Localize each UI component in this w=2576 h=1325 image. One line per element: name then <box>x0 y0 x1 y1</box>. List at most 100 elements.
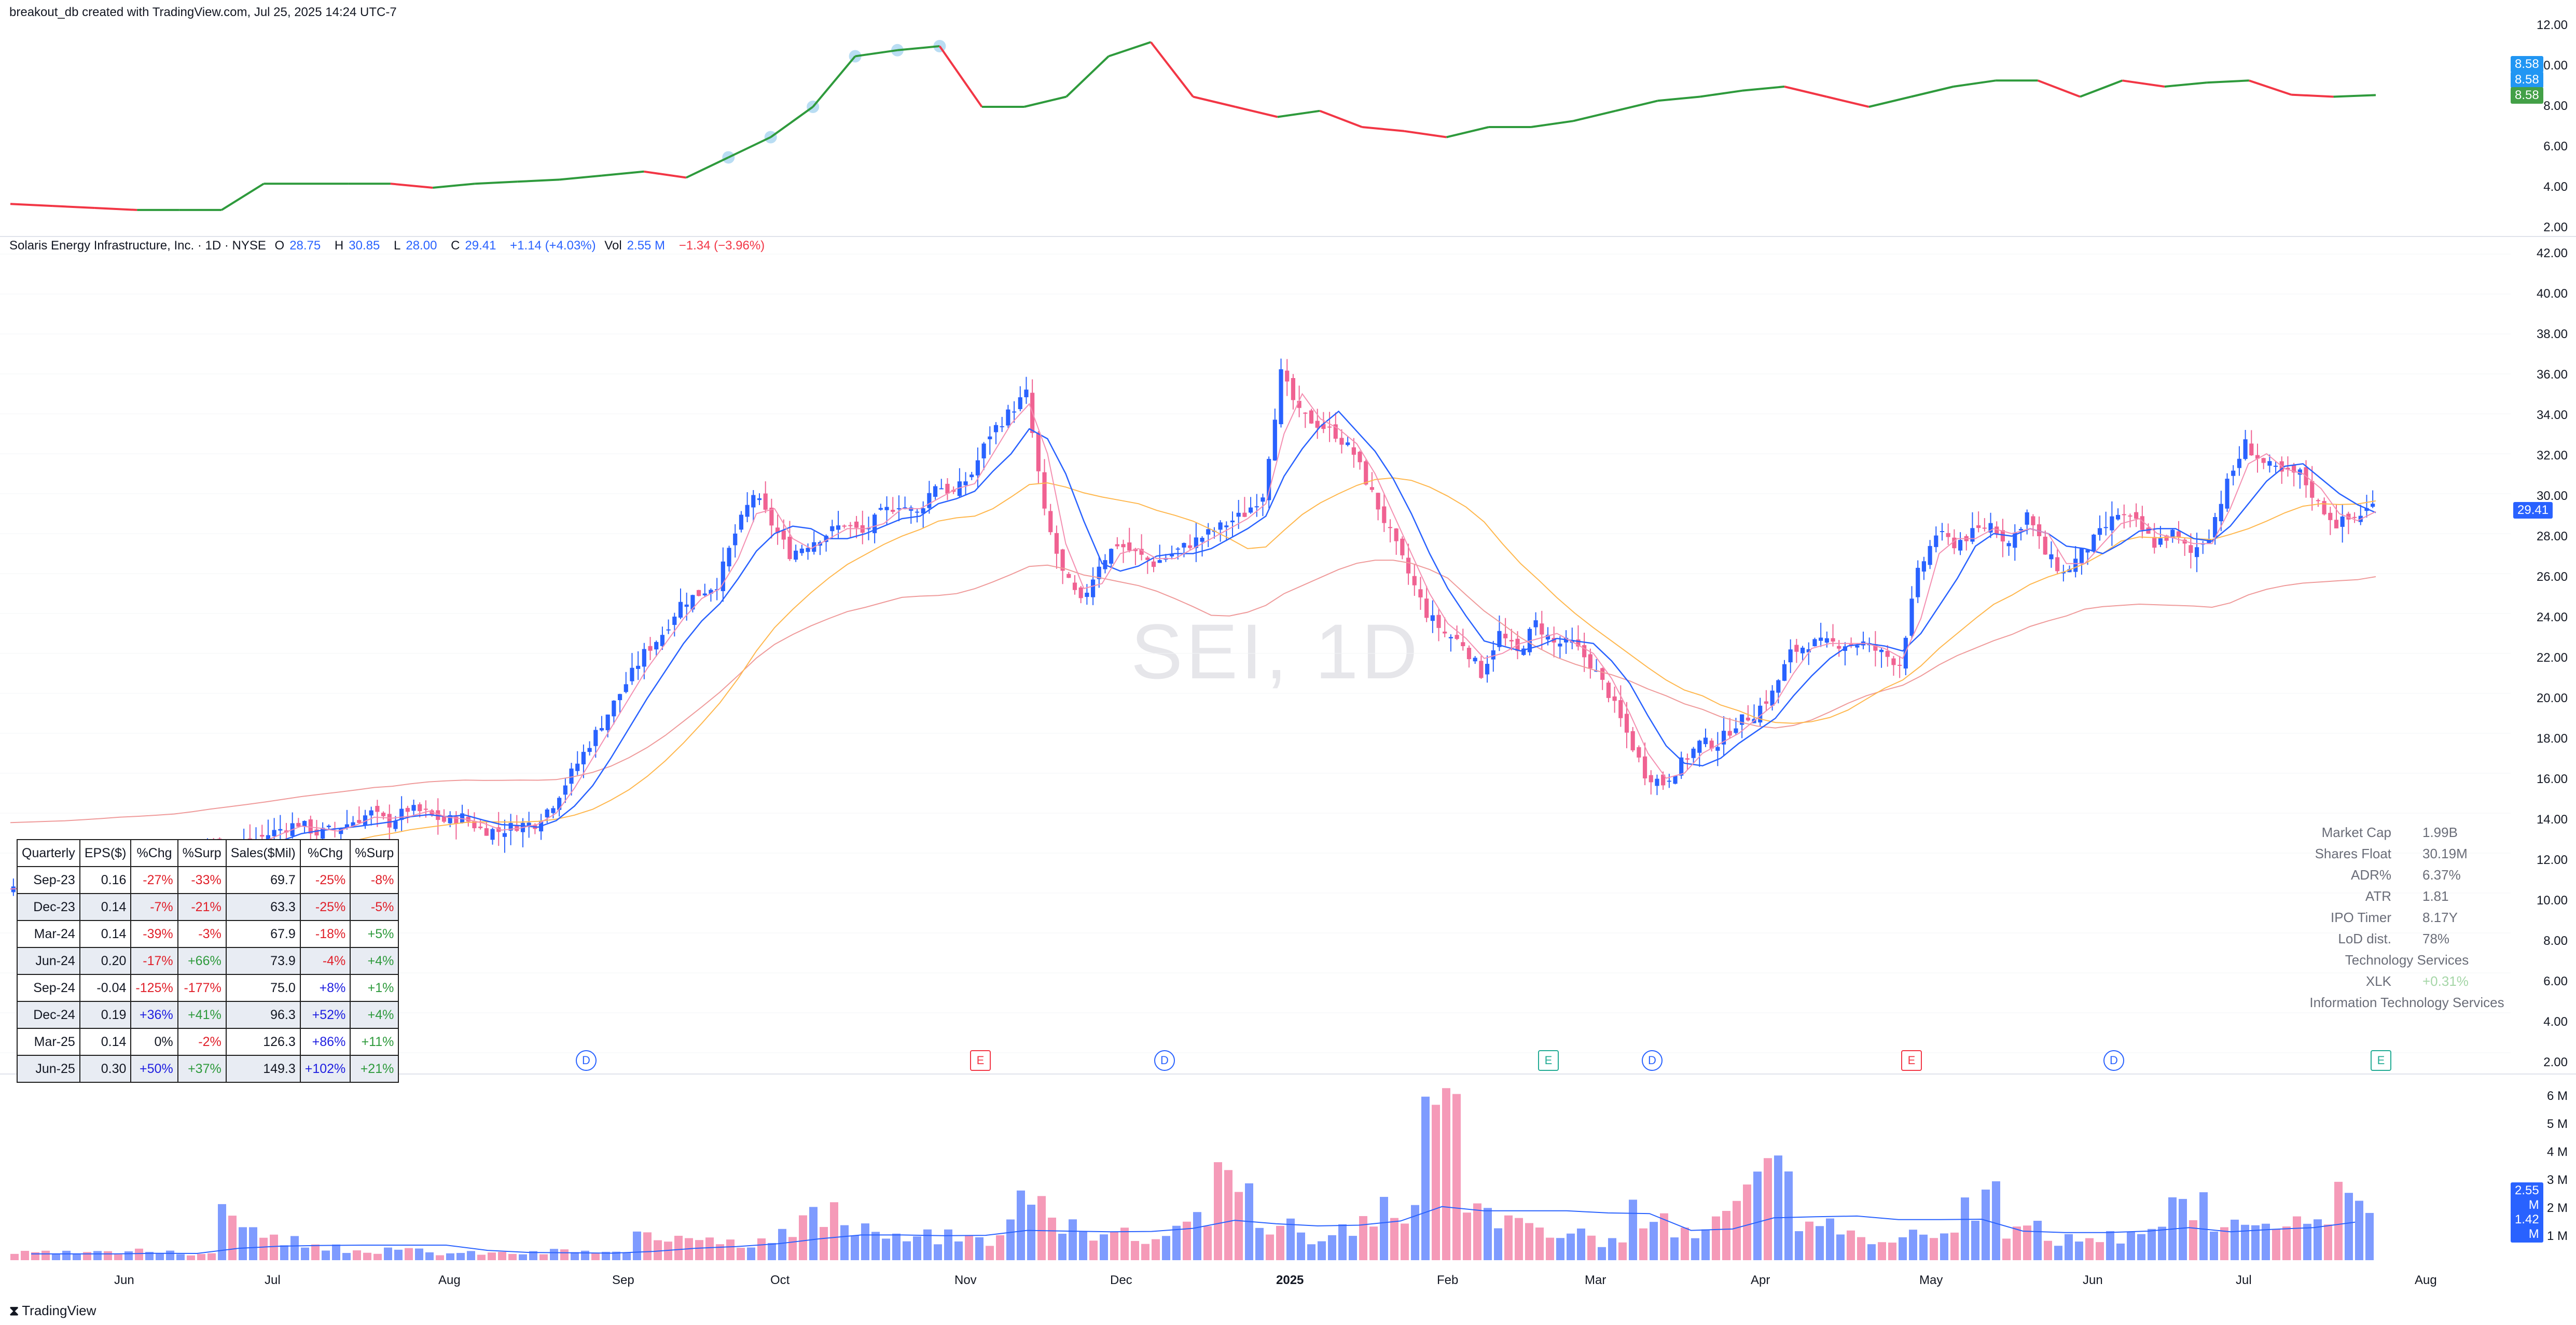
candle-body <box>678 602 683 618</box>
candle-body <box>1734 728 1738 733</box>
earnings-marker[interactable]: E <box>2371 1050 2391 1071</box>
candle-body <box>605 714 610 731</box>
volume-bar <box>197 1254 205 1260</box>
table-cell: -7% <box>130 893 178 921</box>
dividend-marker[interactable]: D <box>2103 1050 2124 1071</box>
candle-body <box>1418 589 1423 598</box>
volume-bar <box>73 1253 81 1260</box>
dividend-marker[interactable]: D <box>1154 1050 1175 1071</box>
volume-bar <box>1919 1234 1928 1260</box>
symbol-watermark: SEI, 1D <box>1131 608 1421 695</box>
value-tag: 2.55 M <box>2511 1182 2543 1214</box>
candle-body <box>2328 512 2333 520</box>
candle-body <box>988 436 992 440</box>
table-cell: +50% <box>130 1055 178 1083</box>
candle-body <box>1630 731 1635 750</box>
earnings-marker[interactable]: E <box>1901 1050 1922 1071</box>
candle-body <box>636 665 641 669</box>
rs-line-segment <box>94 207 137 211</box>
candle-body <box>1618 700 1623 718</box>
volume-bar <box>1079 1232 1087 1260</box>
candle-body <box>836 525 841 530</box>
price-axis-tick: 14.00 <box>2536 813 2568 827</box>
volume-bar <box>1318 1241 1326 1260</box>
candle-body <box>1576 639 1581 647</box>
earnings-marker[interactable]: E <box>1538 1050 1559 1071</box>
volume-bar <box>270 1234 278 1260</box>
candle-body <box>1667 780 1671 782</box>
time-axis-label: Jun <box>114 1273 134 1287</box>
candle-body <box>1279 369 1283 424</box>
volume-bar <box>2251 1225 2260 1260</box>
candle-body <box>1443 631 1447 634</box>
candle-body <box>903 507 907 509</box>
volume-bar <box>10 1253 19 1260</box>
volume-bar <box>550 1249 558 1260</box>
time-axis[interactable]: Jun Jul Aug Sep Oct Nov Dec 2025 Feb Mar Apr May Jun… <box>0 1273 2511 1294</box>
candle-body <box>1206 529 1211 535</box>
candle-body <box>1297 400 1301 408</box>
rs-line-segment <box>644 170 687 179</box>
volume-bar <box>1224 1170 1232 1260</box>
volume-bar <box>581 1250 589 1260</box>
table-cell: -27% <box>130 866 178 894</box>
table-cell: 0.20 <box>79 947 132 975</box>
candle-body <box>1806 649 1811 652</box>
candle-body <box>1272 420 1277 461</box>
candle-body <box>2031 516 2035 525</box>
volume-bar <box>2044 1240 2052 1260</box>
tradingview-logo[interactable]: ⧗ TradingView <box>9 1303 96 1319</box>
candle-body <box>2310 481 2315 498</box>
candle-body <box>1388 527 1393 528</box>
candle-body <box>702 593 707 595</box>
candle-body <box>1194 537 1198 548</box>
candle-body <box>278 829 283 831</box>
volume-bar <box>1131 1240 1139 1260</box>
volume-bar <box>2065 1234 2073 1260</box>
table-cell: Sep-24 <box>17 974 80 1002</box>
candle-body <box>1394 528 1398 541</box>
table-cell: 73.9 <box>225 947 301 975</box>
volume-bar <box>1214 1162 1222 1260</box>
table-cell: Sep-23 <box>17 866 80 894</box>
volume-bar <box>1473 1203 1481 1260</box>
volume-bar <box>425 1252 434 1260</box>
volume-bar <box>1899 1237 1907 1260</box>
volume-bar <box>1888 1243 1896 1260</box>
volume-bar <box>218 1204 226 1260</box>
rs-line-segment <box>517 178 560 183</box>
candle-body <box>2267 461 2272 466</box>
volume-bar <box>996 1235 1004 1260</box>
volume-bar <box>1701 1229 1710 1260</box>
rs-line-segment <box>2037 79 2081 98</box>
dividend-marker[interactable]: D <box>576 1050 597 1071</box>
candle-body <box>1339 438 1344 445</box>
price-axis-tick: 42.00 <box>2536 246 2568 260</box>
candle-body <box>1072 582 1077 590</box>
volume-bar <box>1401 1223 1409 1260</box>
table-row: Dec-23 0.14 -7% -21% 63.3 -25% -5% <box>17 893 399 921</box>
candle-body <box>1976 525 1981 528</box>
volume-bar <box>1183 1221 1191 1260</box>
candle-body <box>272 830 276 836</box>
volume-bar <box>41 1250 50 1260</box>
candle-body <box>2043 536 2047 555</box>
candle-body <box>2000 530 2005 542</box>
candle-body <box>260 834 265 837</box>
volume-bar <box>384 1247 392 1260</box>
volume-bar <box>1816 1226 1824 1260</box>
rs-line-segment <box>475 180 518 185</box>
earnings-marker[interactable]: E <box>970 1050 991 1071</box>
rs-line-segment <box>52 205 95 209</box>
candle-body <box>1406 557 1411 574</box>
price-axis-tick: 10.00 <box>2536 894 2568 908</box>
dividend-marker[interactable]: D <box>1642 1050 1663 1071</box>
candle-body <box>2122 514 2126 515</box>
rs-line-segment <box>1531 120 1574 128</box>
volume-bar <box>62 1250 71 1260</box>
candle-body <box>2225 479 2229 509</box>
volume-bar <box>156 1253 164 1260</box>
time-axis-label: Jul <box>2236 1273 2252 1287</box>
candle-body <box>2249 443 2254 456</box>
volume-bar <box>622 1252 631 1260</box>
